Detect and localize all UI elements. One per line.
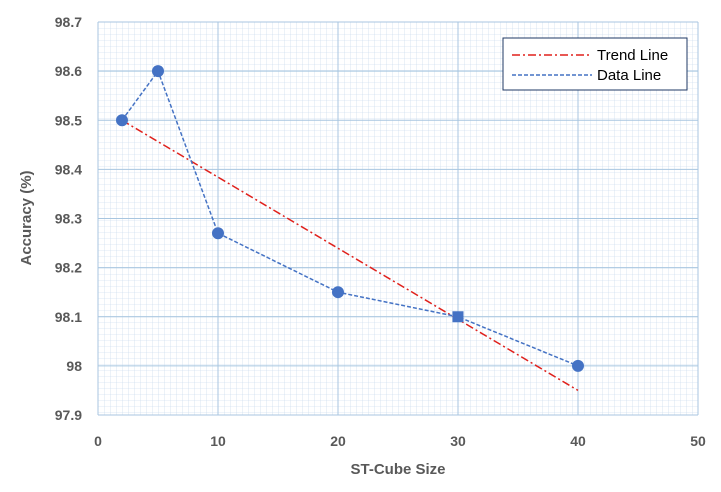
- x-tick-label: 50: [690, 433, 706, 449]
- data-line-path: [121, 69, 579, 367]
- data-point: [152, 65, 164, 78]
- major-grid: [97, 21, 699, 416]
- y-axis-ticks: 97.9 98 98.1 98.2 98.3 98.4 98.5 98.6 98.7: [55, 14, 82, 423]
- data-point: [452, 311, 464, 323]
- y-tick-label: 98.7: [55, 14, 82, 30]
- y-tick-label: 98: [66, 358, 82, 374]
- x-tick-label: 0: [94, 433, 102, 449]
- legend-box: [502, 37, 688, 91]
- x-axis-ticks: 0 10 20 30 40 50: [94, 433, 706, 449]
- y-tick-label: 98.2: [55, 260, 82, 276]
- x-tick-label: 20: [330, 433, 346, 449]
- legend: Trend Line Data Line: [502, 37, 688, 91]
- x-tick-label: 10: [210, 433, 226, 449]
- data-point: [212, 227, 224, 240]
- y-axis-title: Accuracy (%): [18, 170, 35, 265]
- legend-data-line-label: Data Line: [597, 67, 661, 84]
- data-point: [332, 286, 344, 299]
- y-tick-label: 98.6: [55, 63, 82, 79]
- y-tick-label: 98.4: [55, 161, 82, 177]
- y-tick-label: 98.1: [55, 309, 82, 325]
- data-point: [572, 359, 584, 372]
- x-axis-title: ST-Cube Size: [350, 461, 445, 478]
- y-tick-label: 98.3: [55, 211, 82, 227]
- y-tick-label: 98.5: [55, 112, 82, 128]
- y-tick-label: 97.9: [55, 407, 82, 423]
- data-point: [116, 114, 128, 127]
- series-layer: [116, 65, 584, 392]
- legend-trend-line-label: Trend Line: [597, 47, 668, 64]
- x-tick-label: 40: [570, 433, 586, 449]
- x-tick-label: 30: [450, 433, 466, 449]
